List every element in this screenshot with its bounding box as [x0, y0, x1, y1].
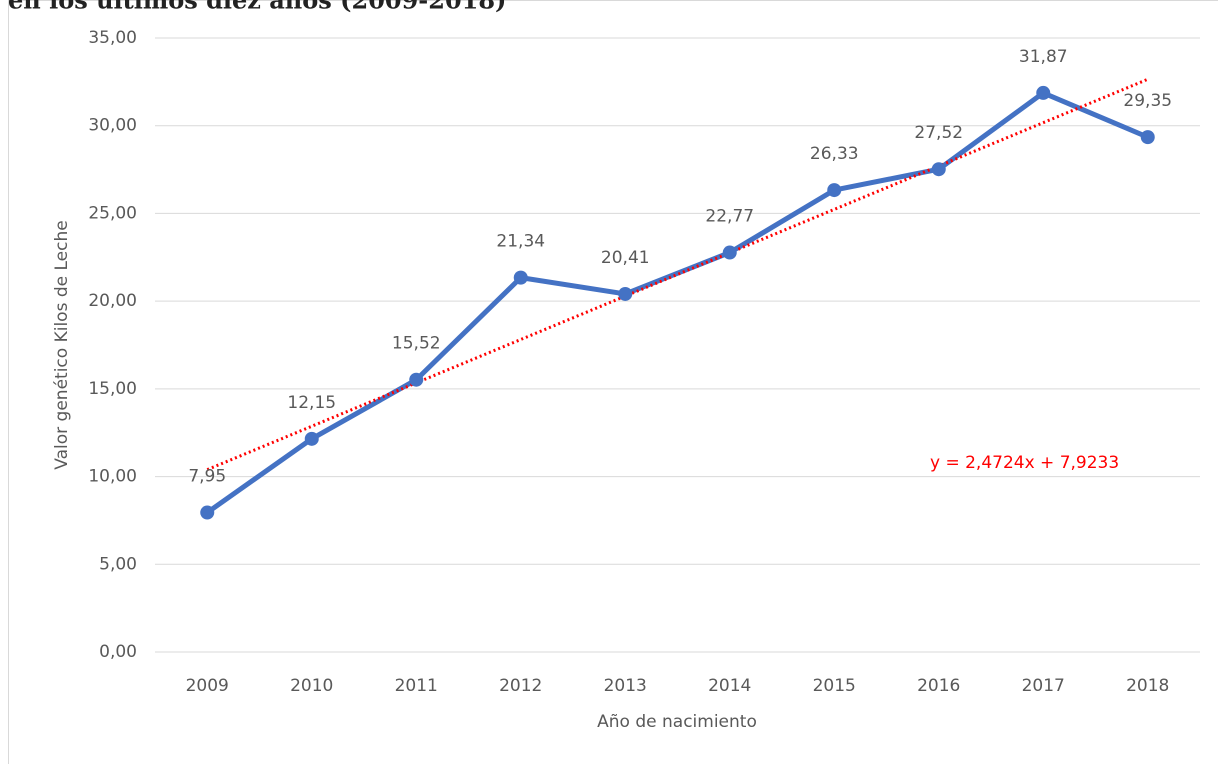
y-tick-label: 10,00 — [88, 467, 137, 487]
x-tick-label: 2013 — [604, 676, 647, 696]
data-point — [827, 183, 842, 198]
x-tick-label: 2017 — [1022, 676, 1065, 696]
x-tick-label: 2011 — [395, 676, 438, 696]
x-tick-label: 2010 — [290, 676, 333, 696]
series-line — [205, 90, 1149, 515]
x-axis-label: Año de nacimiento — [597, 712, 757, 732]
y-tick-label: 30,00 — [88, 116, 137, 136]
data-label: 22,77 — [705, 207, 754, 227]
data-label: 12,15 — [287, 393, 336, 413]
data-label: 7,95 — [188, 467, 226, 487]
y-tick-label: 35,00 — [88, 28, 137, 48]
y-tick-label: 5,00 — [99, 554, 137, 574]
chart-title: en los últimos diez años (2009-2018) — [8, 0, 506, 15]
x-tick-label: 2012 — [499, 676, 542, 696]
y-tick-label: 15,00 — [88, 379, 137, 399]
data-label: 20,41 — [601, 248, 650, 268]
data-point — [200, 505, 215, 520]
y-tick-label: 0,00 — [99, 642, 137, 662]
x-tick-label: 2018 — [1126, 676, 1169, 696]
data-point — [304, 431, 319, 446]
y-axis-label: Valor genético Kilos de Leche — [52, 220, 72, 469]
x-tick-label: 2014 — [708, 676, 751, 696]
data-point — [409, 372, 424, 387]
x-tick-label: 2015 — [813, 676, 856, 696]
data-point — [618, 286, 633, 301]
data-label: 29,35 — [1123, 91, 1172, 111]
data-point — [931, 162, 946, 177]
data-point — [1140, 130, 1155, 145]
data-point — [722, 245, 737, 260]
data-point — [1036, 85, 1051, 100]
data-label: 31,87 — [1019, 47, 1068, 67]
x-tick-label: 2016 — [917, 676, 960, 696]
data-label: 15,52 — [392, 334, 441, 354]
data-point — [513, 270, 528, 285]
trendline-label: y = 2,4724x + 7,9233 — [930, 453, 1119, 473]
y-tick-label: 25,00 — [88, 203, 137, 223]
x-tick-label: 2009 — [186, 676, 229, 696]
data-label: 27,52 — [914, 123, 963, 143]
data-label: 26,33 — [810, 144, 859, 164]
y-tick-label: 20,00 — [88, 291, 137, 311]
data-label: 21,34 — [496, 232, 545, 252]
